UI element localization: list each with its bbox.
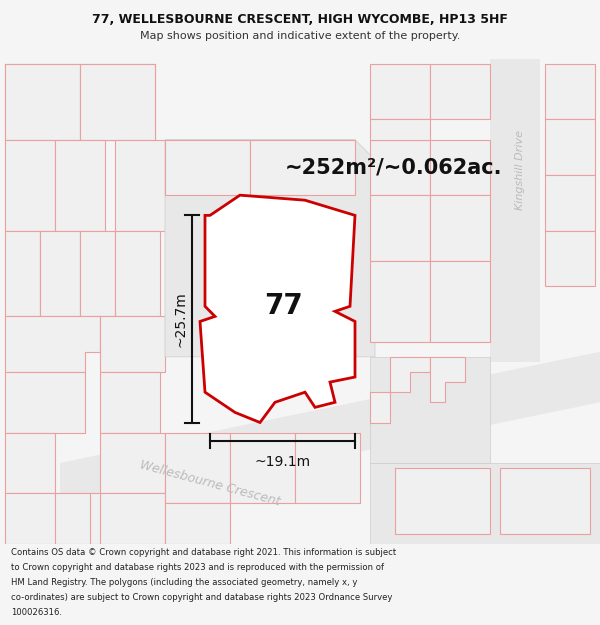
Text: 77, WELLESBOURNE CRESCENT, HIGH WYCOMBE, HP13 5HF: 77, WELLESBOURNE CRESCENT, HIGH WYCOMBE,…	[92, 13, 508, 26]
Polygon shape	[430, 139, 490, 195]
Polygon shape	[5, 231, 40, 316]
Polygon shape	[370, 261, 430, 342]
Polygon shape	[370, 463, 600, 544]
Text: to Crown copyright and database rights 2023 and is reproduced with the permissio: to Crown copyright and database rights 2…	[11, 563, 384, 572]
Polygon shape	[370, 139, 490, 342]
Polygon shape	[80, 64, 155, 139]
Polygon shape	[500, 468, 590, 534]
Polygon shape	[60, 352, 600, 514]
Polygon shape	[395, 468, 490, 534]
Polygon shape	[545, 64, 595, 119]
Polygon shape	[430, 195, 490, 261]
Polygon shape	[5, 316, 100, 372]
Polygon shape	[230, 432, 295, 503]
Polygon shape	[55, 493, 90, 544]
Polygon shape	[165, 139, 250, 195]
Text: 77: 77	[263, 292, 302, 320]
Polygon shape	[115, 139, 175, 231]
Text: Contains OS data © Crown copyright and database right 2021. This information is : Contains OS data © Crown copyright and d…	[11, 548, 396, 557]
Polygon shape	[200, 195, 355, 422]
Polygon shape	[370, 64, 430, 119]
Polygon shape	[165, 139, 375, 357]
Polygon shape	[545, 231, 595, 286]
Polygon shape	[490, 59, 540, 362]
Polygon shape	[165, 503, 230, 544]
Polygon shape	[100, 432, 165, 493]
Polygon shape	[370, 119, 430, 139]
Polygon shape	[5, 493, 120, 544]
Polygon shape	[5, 432, 55, 493]
Polygon shape	[370, 195, 430, 261]
Polygon shape	[430, 357, 465, 402]
Text: ~25.7m: ~25.7m	[173, 291, 187, 347]
Text: Wellesbourne Crescent: Wellesbourne Crescent	[138, 458, 282, 508]
Polygon shape	[5, 372, 85, 432]
Polygon shape	[165, 432, 230, 503]
Polygon shape	[5, 139, 55, 231]
Polygon shape	[55, 139, 105, 231]
Polygon shape	[430, 64, 490, 119]
Polygon shape	[545, 119, 595, 175]
Polygon shape	[5, 64, 155, 139]
Text: Map shows position and indicative extent of the property.: Map shows position and indicative extent…	[140, 31, 460, 41]
Text: ~19.1m: ~19.1m	[254, 455, 311, 469]
Text: Kingshill Drive: Kingshill Drive	[515, 130, 525, 210]
Polygon shape	[250, 139, 355, 195]
Polygon shape	[390, 357, 430, 392]
Polygon shape	[430, 261, 490, 342]
Polygon shape	[100, 493, 165, 544]
Polygon shape	[80, 231, 115, 316]
Text: ~252m²/~0.062ac.: ~252m²/~0.062ac.	[285, 158, 503, 178]
Polygon shape	[370, 392, 390, 422]
Text: HM Land Registry. The polygons (including the associated geometry, namely x, y: HM Land Registry. The polygons (includin…	[11, 578, 357, 587]
Polygon shape	[115, 231, 160, 316]
Polygon shape	[40, 231, 80, 316]
Polygon shape	[370, 139, 430, 195]
Polygon shape	[545, 175, 595, 231]
Polygon shape	[100, 316, 165, 372]
Polygon shape	[295, 432, 360, 503]
Polygon shape	[100, 372, 160, 432]
Polygon shape	[5, 64, 80, 139]
Text: co-ordinates) are subject to Crown copyright and database rights 2023 Ordnance S: co-ordinates) are subject to Crown copyr…	[11, 593, 392, 602]
Polygon shape	[370, 357, 490, 463]
Text: 100026316.: 100026316.	[11, 608, 62, 617]
